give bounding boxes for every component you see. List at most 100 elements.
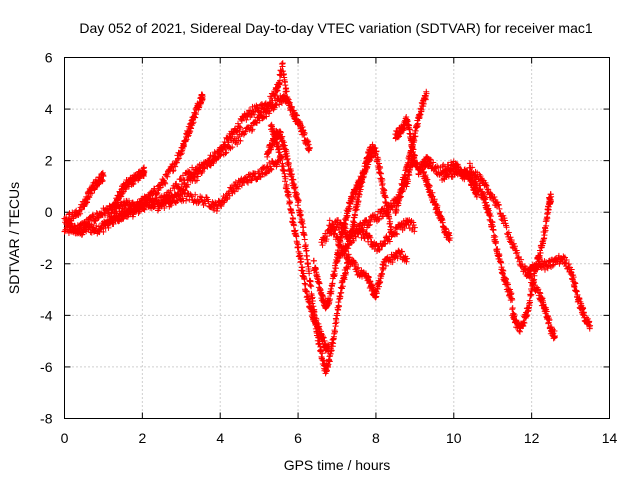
data-point [219, 145, 226, 152]
data-point [190, 199, 197, 206]
data-point [389, 259, 396, 266]
data-point [573, 288, 580, 295]
data-point [172, 163, 179, 170]
data-point [377, 170, 384, 177]
data-point [153, 196, 160, 203]
data-point [305, 138, 312, 145]
data-point [382, 194, 389, 201]
data-point [93, 222, 100, 229]
data-point [276, 101, 283, 108]
data-point [283, 98, 290, 105]
data-point [234, 141, 241, 148]
data-point [445, 173, 452, 180]
data-point [372, 294, 379, 301]
data-point [256, 170, 263, 177]
data-point [242, 128, 249, 135]
data-point [98, 211, 105, 218]
data-point [95, 215, 102, 222]
data-point [361, 235, 368, 242]
x-tick-label: 14 [602, 430, 618, 446]
data-point [295, 197, 302, 204]
data-point [130, 180, 137, 187]
data-point [411, 152, 418, 159]
data-point [469, 164, 476, 171]
data-point [277, 128, 284, 135]
data-point [260, 115, 267, 122]
data-point [221, 199, 228, 206]
data-point [192, 191, 199, 198]
data-point [562, 259, 569, 266]
data-point [277, 129, 284, 136]
data-point [489, 219, 496, 226]
data-point [386, 238, 393, 245]
data-point [551, 333, 558, 340]
data-point [402, 172, 409, 179]
data-point [301, 236, 308, 243]
data-point [487, 213, 494, 220]
data-point [319, 350, 326, 357]
data-point [382, 240, 389, 247]
data-point [360, 226, 367, 233]
data-point [199, 93, 206, 100]
data-point [394, 255, 401, 262]
data-point [349, 198, 356, 205]
data-point [375, 216, 382, 223]
data-point [104, 212, 111, 219]
data-point [231, 188, 238, 195]
data-point [339, 251, 346, 258]
data-point [329, 280, 336, 287]
data-point [492, 233, 499, 240]
data-point [514, 249, 521, 256]
data-point [174, 184, 181, 191]
data-point [344, 265, 351, 272]
data-point [193, 166, 200, 173]
data-point [195, 167, 202, 174]
data-point [375, 156, 382, 163]
data-point [183, 197, 190, 204]
data-point [175, 184, 182, 191]
x-tick-label: 4 [216, 430, 224, 446]
scatter-points [61, 60, 594, 377]
data-point [383, 210, 390, 217]
data-point [403, 183, 410, 190]
data-point [457, 166, 464, 173]
data-point [290, 176, 297, 183]
data-point [482, 196, 489, 203]
data-point [285, 193, 292, 200]
data-point [495, 201, 502, 208]
data-point [89, 189, 96, 196]
data-point [282, 175, 289, 182]
data-point [544, 265, 551, 272]
data-point [368, 281, 375, 288]
data-point [213, 207, 220, 214]
data-point [511, 243, 518, 250]
data-point [498, 259, 505, 266]
data-point [410, 151, 417, 158]
data-point [77, 210, 84, 217]
data-point [328, 288, 335, 295]
data-point [436, 209, 443, 216]
data-point [411, 228, 418, 235]
y-axis-label: SDTVAR / TECUs [6, 182, 22, 294]
data-point [302, 241, 309, 248]
data-point [236, 183, 243, 190]
data-point [365, 222, 372, 229]
data-point [183, 184, 190, 191]
data-point [338, 228, 345, 235]
data-point [510, 310, 517, 317]
data-point [500, 267, 507, 274]
data-point [333, 319, 340, 326]
x-axis-label: GPS time / hours [284, 457, 391, 473]
data-point [494, 246, 501, 253]
data-point [414, 120, 421, 127]
data-point [536, 289, 543, 296]
data-point [176, 155, 183, 162]
data-point [337, 238, 344, 245]
data-point [355, 198, 362, 205]
data-point [88, 221, 95, 228]
data-point [316, 280, 323, 287]
data-point [530, 282, 537, 289]
data-point [272, 91, 279, 98]
data-point [127, 210, 134, 217]
data-point [386, 215, 393, 222]
